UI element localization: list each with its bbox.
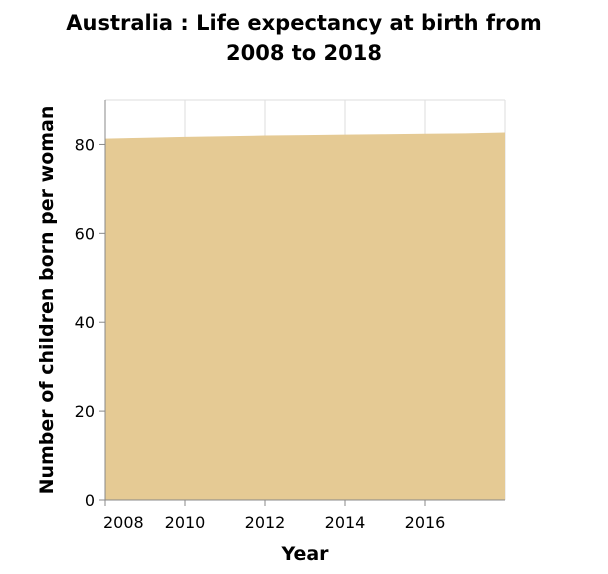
y-tick-label: 60 [75, 224, 95, 243]
x-tick-label: 2008 [103, 513, 144, 532]
area-series [105, 132, 505, 500]
y-tick-label: 40 [75, 313, 95, 332]
y-tick-label: 0 [85, 491, 95, 510]
x-tick-label: 2010 [165, 513, 206, 532]
x-tick-label: 2016 [405, 513, 446, 532]
y-tick-label: 80 [75, 135, 95, 154]
y-tick-label: 20 [75, 402, 95, 421]
x-tick-label: 2014 [325, 513, 366, 532]
chart-title-line2: 2008 to 2018 [226, 41, 382, 65]
y-axis-title: Number of children born per woman [36, 106, 58, 495]
x-tick-label: 2012 [245, 513, 286, 532]
chart-title-line1: Australia : Life expectancy at birth fro… [66, 11, 541, 35]
x-axis-title: Year [280, 543, 329, 565]
axes: 0 20 40 60 80 2008 2010 2012 2014 2016 [75, 100, 505, 532]
